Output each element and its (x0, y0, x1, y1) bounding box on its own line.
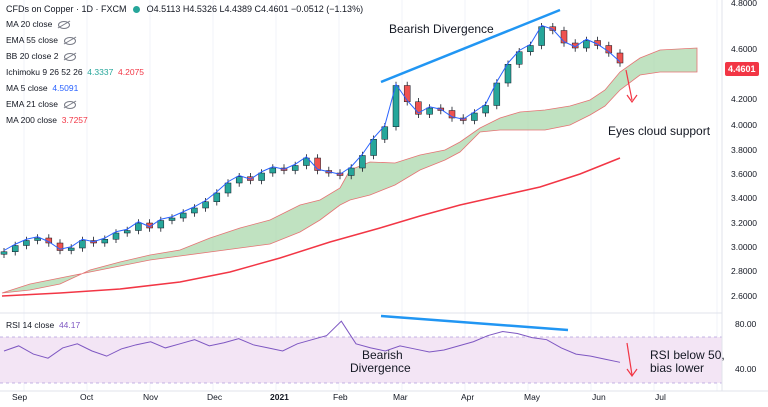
candle-body (504, 64, 512, 84)
candle-body (359, 155, 366, 169)
candle-body (291, 165, 299, 171)
candle-body (23, 240, 30, 246)
candle-body (157, 220, 165, 229)
time-tick: 2021 (270, 392, 289, 402)
symbol-title[interactable]: CFDs on Copper · 1D · FXCM (6, 4, 127, 14)
candle-body (493, 82, 501, 106)
candle-body (258, 172, 265, 181)
price-tick: 3.4000 (731, 193, 757, 203)
time-tick: Nov (143, 392, 159, 402)
price-tick: 2.8000 (731, 266, 757, 276)
candle-body (538, 26, 545, 46)
rsi-tick: 40.00 (735, 364, 757, 374)
candle-body (202, 201, 209, 209)
candle-body (370, 139, 377, 156)
time-tick: Jun (592, 392, 606, 402)
down-arrow-rsi (626, 342, 633, 376)
candle-body (616, 52, 624, 64)
candle-body (560, 30, 568, 44)
candle-body (0, 251, 8, 255)
indicator-ma20[interactable]: MA 20 close (6, 19, 71, 29)
down-arrow-main-head (626, 94, 638, 104)
candle-body (123, 230, 131, 234)
candle-body (269, 167, 277, 174)
rsi-band (0, 337, 722, 383)
symbol-header: CFDs on Copper · 1D · FXCM O4.5113 H4.53… (6, 4, 363, 14)
rsi-line (3, 320, 621, 363)
candle-body (34, 237, 41, 241)
annotation-rsi-divergence[interactable]: Divergence (350, 361, 411, 375)
candle-body (135, 222, 142, 231)
candle-body (583, 40, 590, 49)
price-tick: 4.0000 (731, 120, 757, 130)
ohlc-values: O4.5113 H4.5326 L4.4389 C4.4601 −0.0512 … (146, 4, 364, 14)
candle-body (112, 232, 120, 240)
candle-body (213, 192, 221, 202)
candle-body (381, 126, 389, 140)
indicator-ma5[interactable]: MA 5 close 4.5091 (6, 83, 79, 93)
candle-body (482, 105, 489, 114)
time-tick: Mar (393, 392, 408, 402)
candle-body (224, 182, 232, 194)
candle-body (191, 207, 198, 214)
rsi-tick: 80.00 (735, 319, 757, 329)
indicator-ma200[interactable]: MA 200 close 3.7257 (6, 115, 88, 125)
indicator-ema55[interactable]: EMA 55 close (6, 35, 76, 45)
candle-body (314, 157, 321, 171)
candle-body (527, 45, 534, 52)
price-tick: 4.8000 (731, 0, 757, 8)
candle-body (67, 247, 75, 251)
price-tick: 3.6000 (731, 169, 757, 179)
time-tick: Feb (333, 392, 348, 402)
candle-body (403, 85, 411, 102)
annotation-bearish-divergence[interactable]: Bearish Divergence (389, 22, 494, 36)
ma5-line (3, 24, 621, 251)
candle-body (347, 167, 355, 176)
ma200-line (1, 157, 621, 297)
indicator-ema21[interactable]: EMA 21 close (6, 99, 76, 109)
candle-body (515, 51, 523, 65)
annotation-rsi-note-1[interactable]: RSI below 50, (650, 348, 725, 362)
time-tick: Jul (655, 392, 666, 402)
time-tick: May (524, 392, 541, 402)
candle-body (303, 157, 310, 166)
candle-body (415, 101, 422, 115)
down-arrow-rsi-head (626, 368, 638, 378)
time-tick: Dec (207, 392, 223, 402)
down-arrow-main (625, 69, 633, 101)
last-price-tag: 4.4601 (725, 62, 759, 76)
time-tick: Apr (461, 392, 475, 402)
rsi-divergence-trendline[interactable] (380, 314, 569, 332)
price-tick: 2.6000 (731, 291, 757, 301)
indicator-ichimoku[interactable]: Ichimoku 9 26 52 26 4.3337 4.2075 (6, 67, 145, 77)
price-divergence-trendline[interactable] (380, 8, 561, 84)
candle-body (168, 217, 176, 221)
candle-body (235, 176, 243, 184)
hidden-eye-icon[interactable] (58, 20, 71, 29)
candle-body (471, 112, 478, 121)
candle-body (101, 239, 109, 244)
annotation-rsi-note-2[interactable]: bias lower (650, 361, 705, 375)
price-tick: 4.6000 (731, 44, 757, 54)
hidden-eye-icon[interactable] (63, 36, 76, 45)
rsi-legend[interactable]: RSI 14 close 44.17 (6, 320, 81, 330)
price-tick: 3.8000 (731, 145, 757, 155)
candle-body (426, 107, 433, 115)
candle-body (179, 212, 187, 219)
annotation-rsi-bearish[interactable]: Bearish (362, 348, 403, 362)
indicator-bb20[interactable]: BB 20 close 2 (6, 51, 77, 61)
time-tick: Sep (12, 392, 28, 402)
ichimoku-cloud (1, 47, 698, 294)
candle-body (79, 240, 86, 249)
time-tick: Oct (80, 392, 94, 402)
price-tick: 4.2000 (731, 94, 757, 104)
hidden-eye-icon[interactable] (63, 100, 76, 109)
candle-body (11, 245, 19, 252)
price-tick: 3.0000 (731, 242, 757, 252)
annotation-cloud-support[interactable]: Eyes cloud support (608, 124, 711, 138)
price-tick: 3.2000 (731, 218, 757, 228)
hidden-eye-icon[interactable] (64, 52, 77, 61)
market-status-icon (133, 6, 141, 14)
